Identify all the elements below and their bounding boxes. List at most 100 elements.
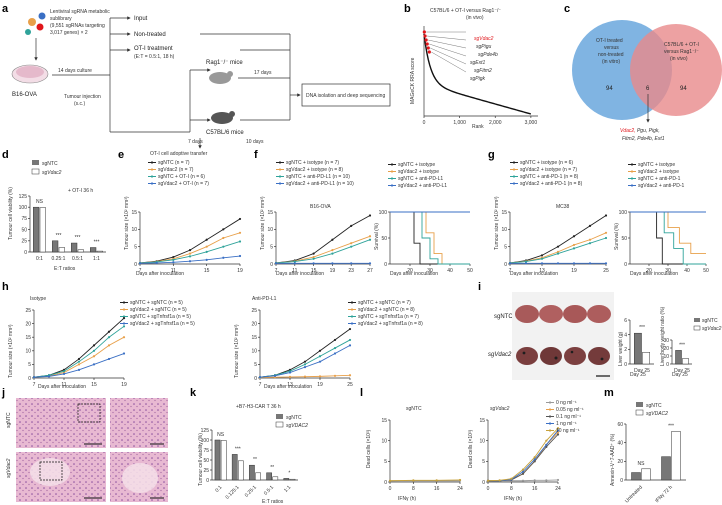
panel-g-survival-legend-marker — [630, 170, 634, 173]
rra-rank-curve — [423, 33, 532, 115]
panel-l-legend-entry: 10 ng ml⁻¹ — [556, 428, 580, 434]
panel-h-left-point — [77, 368, 81, 371]
panel-g-point — [572, 235, 576, 238]
panel-l-right-point — [545, 439, 548, 442]
panel-h-left-point — [92, 349, 96, 352]
panel-i-ratio-significance: *** — [679, 342, 685, 348]
panel-e-point — [222, 228, 225, 231]
panel-f-survival-legend-marker — [390, 184, 394, 187]
dna-sequencing-label: DNA isolation and deep sequencing — [306, 93, 385, 99]
panel-k-category-label: 0.25:1 — [244, 484, 258, 498]
panel-f-series-line — [275, 239, 371, 264]
panel-g-legend-marker — [512, 182, 516, 185]
panel-h-right-point — [318, 349, 322, 352]
et-label: (E:T = 0.5:1, 18 h) — [134, 54, 175, 60]
library-line-4: 3,017 genes) × 2 — [50, 30, 88, 36]
panel-h-right-y-tick-label: 5 — [254, 362, 257, 368]
panel-f-survival-legend-marker — [390, 177, 394, 180]
panel-l-right-x-tick-label: 0 — [487, 486, 490, 492]
panel-h-left-point — [122, 325, 126, 328]
panel-l-right-point — [533, 460, 536, 463]
panel-g-legend-marker — [512, 161, 516, 164]
panel-l-legend-entry: 1 ng ml⁻¹ — [556, 421, 577, 427]
panel-i-ratio-chart: 0 10 20 30 Day 25 *** — [663, 338, 692, 374]
panel-g-survival-y-tick-label: 0 — [624, 262, 627, 268]
panel-i-ratio-bar — [682, 358, 689, 365]
panel-h-left-legend-marker — [122, 322, 126, 325]
panel-l-right-point — [533, 479, 536, 482]
panel-h-right-point — [348, 344, 352, 347]
legend-entry: sgNTC — [286, 415, 302, 421]
panel-e-label: e — [118, 149, 124, 161]
panel-g-point — [556, 252, 560, 255]
panel-i-weight-significance: *** — [639, 325, 645, 331]
panel-h-left-legend-marker — [122, 315, 126, 318]
panel-f-point — [350, 242, 353, 245]
panel-f-point — [312, 257, 315, 260]
panel-h-right-chart: 0 5 10 15 20 25 7 13 19 25 — [251, 308, 353, 388]
panel-h-left-x-tick-label: 11 — [61, 382, 66, 388]
panel-h-left-y-tick-label: 0 — [28, 376, 31, 382]
panel-m-y-tick-label: 20 — [617, 459, 623, 465]
panel-g-legend-marker — [512, 175, 516, 178]
panel-k-xlabel: E:T ratios — [262, 499, 284, 505]
panel-a-label: a — [2, 3, 9, 15]
panel-k-category-label: 0.125:1 — [225, 484, 241, 500]
panel-f-series-line — [275, 215, 371, 264]
panel-f-x-tick-label: 11 — [292, 268, 297, 274]
panel-h-left-series-line — [33, 336, 125, 378]
panel-g-point — [540, 257, 544, 260]
gene-label-vdac2: sgVdac2 — [474, 36, 494, 42]
panel-d-bar — [90, 247, 97, 253]
panel-h-left-point — [107, 330, 111, 333]
panel-l-right-x-tick-label: 24 — [555, 486, 561, 492]
panel-f-survival-x-tick-label: 20 — [407, 268, 413, 274]
panel-g-legend-entry: sgNTC + anti-PD-1 (n = 8) — [520, 174, 579, 180]
panel-d-bar — [77, 249, 84, 253]
mouse-icon — [211, 111, 235, 124]
panel-h-right-legend-marker — [350, 322, 354, 325]
panel-f-survival-y-tick-label: 0 — [384, 262, 387, 268]
panel-g-survival-chart: 0 50 100 20 30 40 50 — [619, 210, 709, 274]
panel-h-left-x-tick-label: 7 — [33, 382, 36, 388]
panel-g-point — [540, 262, 544, 265]
venn-right-label: (in vivo) — [670, 56, 688, 62]
panel-i-legend: sgNTC sgVdac2 — [693, 318, 722, 332]
panel-m-label: m — [604, 387, 614, 399]
panel-k-significance: *** — [235, 446, 241, 452]
panel-d-bar — [52, 240, 59, 253]
panel-l-right-point — [521, 470, 525, 473]
rra-highlight-point — [425, 42, 429, 46]
panel-e-legend-marker — [150, 175, 154, 178]
panel-h-left-y-tick-label: 5 — [28, 362, 31, 368]
panel-h-left-legend-marker — [122, 301, 126, 304]
panel-h-right-xlabel: Days after inoculation — [264, 384, 312, 390]
transfer-label: OT-I cell adoptive transfer — [150, 151, 208, 157]
panel-f-legend-entry: sgNTC + anti-PD-L1 (n = 10) — [286, 174, 350, 180]
panel-k-annotation: +B7-H3-CAR T 36 h — [236, 404, 281, 410]
panel-f-legend-entry: sgNTC + isotype (n = 7) — [286, 160, 339, 166]
panel-g-point — [588, 224, 592, 227]
panel-f-legend-marker — [278, 175, 282, 178]
panel-g-legend: sgNTC + isotype (n = 6)sgVdac2 + isotype… — [510, 160, 583, 187]
panel-e-point — [188, 260, 192, 263]
panel-h-right-point — [303, 360, 307, 363]
panel-h-right-point — [333, 352, 337, 355]
panel-h-right-point — [258, 376, 262, 379]
oti-treatment-label: OT-I treatment — [134, 46, 173, 52]
panel-d-category-label: 0.25:1 — [52, 256, 66, 262]
panel-g-survival-legend-marker — [630, 163, 634, 166]
panel-g-series-line — [509, 237, 607, 264]
panel-b-label: b — [404, 3, 411, 15]
panel-g-x-tick-label: 7 — [509, 268, 512, 274]
panel-h-left-point — [107, 357, 111, 361]
library-line-3: (9,551 sgRNAs targeting — [50, 23, 105, 29]
panel-h-left-point — [32, 376, 36, 379]
panel-f-legend: sgNTC + isotype (n = 7)sgVdac2 + isotype… — [276, 160, 354, 187]
panel-h-left-x-tick-label: 15 — [91, 382, 97, 388]
panel-h-left-point — [92, 363, 96, 366]
panel-i-weight-y-tick-label: 6 — [624, 318, 627, 324]
panel-k-category-label: 0:1 — [214, 484, 223, 493]
